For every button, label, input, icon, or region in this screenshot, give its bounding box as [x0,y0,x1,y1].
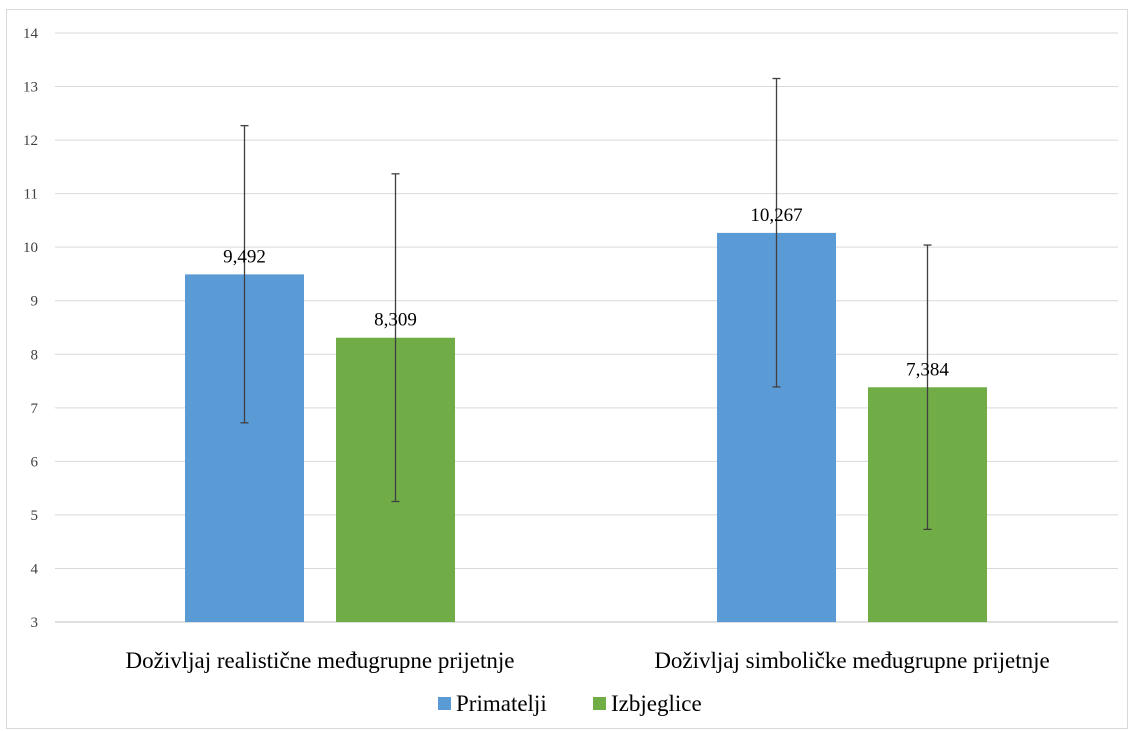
legend-swatch [438,697,451,710]
x-category-label: Doživljaj simboličke međugrupne prijetnj… [654,648,1049,673]
legend-swatch [593,697,606,710]
x-category-label: Doživljaj realistične međugrupne prijetn… [126,648,515,673]
data-label: 8,309 [374,310,417,331]
y-tick-label: 6 [31,454,39,470]
y-tick-label: 12 [23,133,38,149]
y-tick-label: 7 [31,401,39,417]
data-label: 10,267 [750,205,802,226]
y-tick-label: 11 [24,187,38,203]
legend-label: Izbjeglice [611,691,702,716]
y-tick-label: 9 [31,294,39,310]
data-label: 7,384 [906,359,949,380]
y-tick-label: 3 [31,615,39,631]
y-tick-label: 13 [23,80,38,96]
y-tick-label: 5 [31,508,39,524]
y-tick-label: 8 [31,347,39,363]
data-label: 9,492 [223,246,266,267]
y-tick-label: 4 [31,561,39,577]
y-tick-label: 14 [23,26,39,42]
legend-label: Primatelji [456,691,547,716]
y-tick-label: 10 [23,240,38,256]
